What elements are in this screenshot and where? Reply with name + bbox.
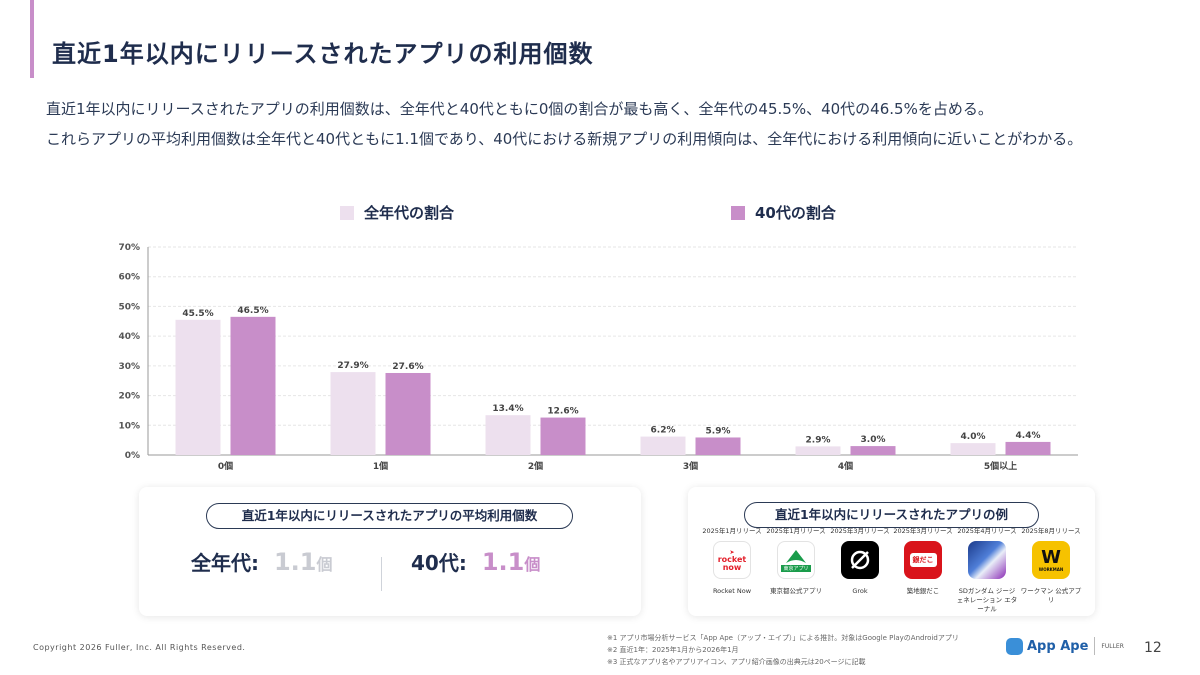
brand-logo: App Ape FULLER: [1006, 637, 1124, 655]
sd-gundam-icon: [968, 541, 1006, 579]
page-title: 直近1年以内にリリースされたアプリの利用個数: [52, 40, 594, 68]
y-tick-label: 0%: [125, 451, 140, 461]
bar-chart: 0% 10% 20% 30% 40% 50% 60% 70% 45.5% 46.5% 0個 27.9%…: [118, 243, 1078, 472]
data-label: 46.5%: [237, 306, 268, 316]
description-line-1: 直近1年以内にリリースされたアプリの利用個数は、全年代と40代ともに0個の割合が…: [46, 100, 993, 118]
app-name: ワークマン 公式アプリ: [1020, 587, 1082, 604]
grok-icon: [841, 541, 879, 579]
average-card-title: 直近1年以内にリリースされたアプリの平均利用個数: [206, 503, 573, 529]
average-forties: 40代: 1.1個: [411, 547, 540, 576]
x-tick-label: 3個: [683, 460, 698, 472]
bar: [330, 372, 376, 455]
bar: [640, 436, 686, 455]
app-ape-logo-icon: [1006, 637, 1023, 655]
data-label: 4.0%: [961, 432, 986, 442]
bar: [175, 319, 221, 455]
app-release-date: 2025年1月リリース: [766, 527, 826, 535]
app-example-grok: 2025年3月リリース Grok: [829, 525, 891, 596]
brand-separator: [1094, 637, 1096, 655]
bar: [795, 446, 841, 455]
app-example-rocket-now: 2025年1月リリース ➤ rocket now Rocket Now: [701, 525, 763, 596]
brand-sub: FULLER: [1101, 642, 1124, 650]
app-release-date: 2025年1月リリース: [702, 527, 762, 535]
legend-item-forties: 40代の割合: [731, 202, 836, 223]
app-name: SDガンダム ジージェネレーション エターナル: [956, 587, 1018, 613]
average-forties-label: 40代:: [411, 551, 467, 575]
y-tick-label: 40%: [118, 332, 140, 342]
app-examples-card: 直近1年以内にリリースされたアプリの例 2025年1月リリース ➤ rocket…: [688, 487, 1095, 616]
data-label: 13.4%: [492, 404, 523, 414]
bar: [1005, 441, 1051, 455]
y-tick-label: 50%: [118, 302, 140, 312]
average-forties-unit: 個: [524, 555, 541, 574]
gindaco-icon: 銀だこ: [904, 541, 942, 579]
app-example-sd-gundam: 2025年4月リリース SDガンダム ジージェネレーション エターナル: [956, 525, 1018, 614]
workman-icon: W WORKMAN: [1032, 541, 1070, 579]
data-label: 3.0%: [861, 435, 886, 445]
footnote-1: ※1 アプリ市場分析サービス「App Ape（アップ・エイプ）」による推計。対象…: [607, 634, 959, 642]
average-divider: [381, 557, 382, 591]
tokyo-app-icon: 東京アプリ: [777, 541, 815, 579]
legend-swatch-all-ages: [340, 205, 354, 220]
bar: [485, 415, 531, 455]
brand-name: App Ape: [1027, 638, 1089, 654]
app-release-date: 2025年3月リリース: [893, 527, 953, 535]
data-label: 27.6%: [392, 362, 423, 372]
bar: [695, 437, 741, 455]
data-label: 6.2%: [651, 426, 676, 436]
y-tick-label: 70%: [118, 243, 140, 253]
legend-item-all-ages: 全年代の割合: [340, 202, 454, 223]
app-release-date: 2025年8月リリース: [1021, 527, 1081, 535]
app-example-workman: 2025年8月リリース W WORKMAN ワークマン 公式アプリ: [1020, 525, 1082, 605]
footnote-3: ※3 正式なアプリ名やアプリアイコン、アプリ紹介画像の出典元は20ページに記載: [607, 658, 866, 666]
x-tick-label: 2個: [528, 460, 543, 472]
legend-label-all-ages: 全年代の割合: [364, 204, 455, 222]
legend-label-forties: 40代の割合: [755, 204, 836, 222]
footnotes: ※1 アプリ市場分析サービス「App Ape（アップ・エイプ）」による推計。対象…: [607, 632, 959, 668]
app-name: 築地銀だこ: [906, 587, 940, 595]
average-all-ages-label: 全年代:: [191, 551, 259, 575]
copyright: Copyright 2026 Fuller, Inc. All Rights R…: [33, 643, 246, 652]
bar: [385, 372, 431, 455]
footnote-2: ※2 直近1年：2025年1月から2026年1月: [607, 646, 739, 654]
average-all-ages: 全年代: 1.1個: [191, 547, 333, 576]
app-release-date: 2025年4月リリース: [957, 527, 1017, 535]
app-name: Grok: [852, 587, 868, 595]
average-usage-card: 直近1年以内にリリースされたアプリの平均利用個数 全年代: 1.1個 40代: …: [139, 487, 641, 616]
x-tick-label: 0個: [218, 460, 233, 472]
data-label: 45.5%: [182, 309, 213, 319]
app-name: 東京都公式アプリ: [770, 587, 822, 595]
y-tick-label: 60%: [118, 273, 140, 283]
data-label: 4.4%: [1016, 431, 1041, 441]
average-all-ages-unit: 個: [316, 555, 333, 574]
legend-swatch-forties: [731, 205, 745, 220]
x-tick-label: 1個: [373, 460, 388, 472]
title-accent-bar: [30, 0, 34, 78]
x-tick-label: 4個: [838, 460, 853, 472]
y-tick-label: 30%: [118, 362, 140, 372]
bar: [850, 446, 896, 455]
data-label: 2.9%: [806, 435, 831, 445]
page-number: 12: [1144, 640, 1162, 656]
app-example-tokyo: 2025年1月リリース 東京アプリ 東京都公式アプリ: [765, 525, 827, 596]
data-label: 5.9%: [706, 426, 731, 436]
y-tick-label: 20%: [118, 392, 140, 402]
data-label: 27.9%: [337, 361, 368, 371]
bar: [950, 443, 996, 455]
data-label: 12.6%: [547, 407, 578, 417]
bar: [230, 316, 276, 455]
app-example-gindaco: 2025年3月リリース 銀だこ 築地銀だこ: [892, 525, 954, 596]
x-tick-label: 5個以上: [984, 460, 1017, 472]
y-tick-label: 10%: [118, 421, 140, 431]
average-forties-value: 1.1: [481, 548, 525, 576]
app-release-date: 2025年3月リリース: [830, 527, 890, 535]
bar: [540, 417, 586, 455]
description-line-2: これらアプリの平均利用個数は全年代と40代ともに1.1個であり、40代における新…: [46, 130, 1083, 148]
average-all-ages-value: 1.1: [273, 548, 317, 576]
app-name: Rocket Now: [712, 587, 752, 595]
rocket-now-icon: ➤ rocket now: [713, 541, 751, 579]
examples-card-title: 直近1年以内にリリースされたアプリの例: [744, 502, 1039, 528]
